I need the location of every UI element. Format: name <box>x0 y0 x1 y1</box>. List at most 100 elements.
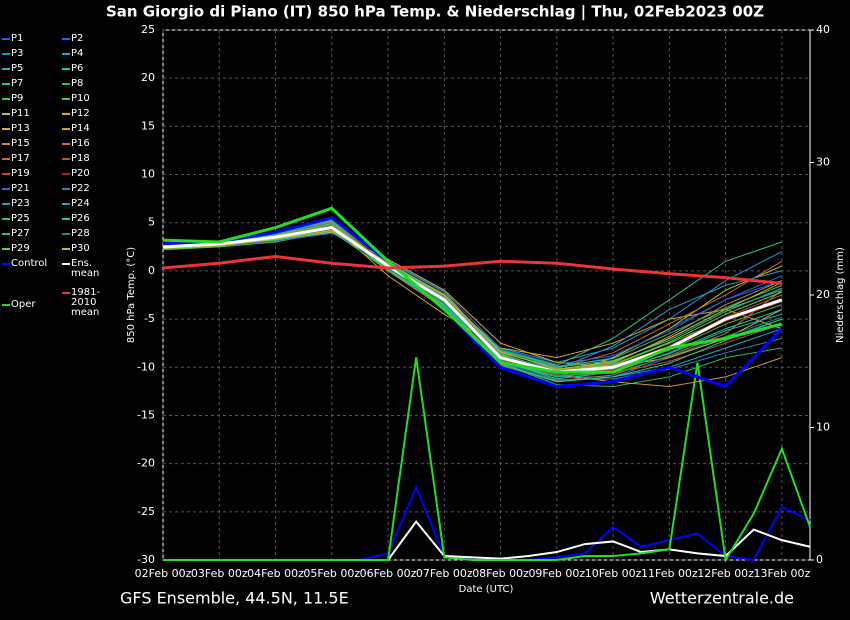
y-tick-label: -5 <box>144 312 155 325</box>
legend-swatch <box>62 292 70 294</box>
legend-label: P28 <box>71 228 90 239</box>
x-axis-label: Date (UTC) <box>459 584 514 595</box>
legend-swatch <box>62 233 70 235</box>
x-tick-label: 10Feb 00z <box>585 567 642 580</box>
y-axis-label: 850 hPa Temp. (°C) <box>126 247 137 343</box>
legend-entry: P12 <box>62 109 120 119</box>
legend-swatch <box>2 53 10 55</box>
legend-swatch <box>62 188 70 190</box>
legend-entry: P17 <box>2 154 60 164</box>
legend-swatch <box>62 158 70 160</box>
legend-swatch <box>2 218 10 220</box>
legend-label: P12 <box>71 108 90 119</box>
legend-entry: P30 <box>62 244 120 254</box>
legend-label: P21 <box>11 183 30 194</box>
legend-swatch <box>2 188 10 190</box>
legend-swatch <box>62 83 70 85</box>
legend-label: P23 <box>11 198 30 209</box>
y2-tick-label: 20 <box>816 288 830 301</box>
legend-swatch <box>2 248 10 250</box>
legend-entry: P8 <box>62 79 120 89</box>
legend-label: P7 <box>11 78 24 89</box>
legend-label: P20 <box>71 168 90 179</box>
y-tick-label: 20 <box>141 71 155 84</box>
legend-swatch <box>2 68 10 70</box>
legend-swatch <box>62 128 70 130</box>
legend-entry: P10 <box>62 94 120 104</box>
legend-entry: 1981-2010 mean <box>62 288 120 318</box>
legend-entry: P15 <box>2 139 60 149</box>
y-tick-label: 5 <box>148 216 155 229</box>
x-tick-label: 03Feb 00z <box>191 567 248 580</box>
legend-label: P10 <box>71 93 90 104</box>
temp-line <box>162 206 783 374</box>
legend-entry: P16 <box>62 139 120 149</box>
legend-entry: P21 <box>2 184 60 194</box>
legend-entry: Control <box>2 259 60 269</box>
legend-entry: P29 <box>2 244 60 254</box>
legend-label: P2 <box>71 33 84 44</box>
y-tick-label: 10 <box>141 168 155 181</box>
legend-label: P11 <box>11 108 30 119</box>
legend-swatch <box>2 173 10 175</box>
legend-swatch <box>2 304 10 306</box>
temp-line <box>162 225 783 374</box>
legend-swatch <box>2 83 10 85</box>
x-tick-label: 13Feb 00z <box>753 567 810 580</box>
legend-swatch <box>2 98 10 100</box>
x-tick-label: 12Feb 00z <box>697 567 754 580</box>
plot-frame <box>162 29 811 561</box>
legend-label: P26 <box>71 213 90 224</box>
legend-entry: P4 <box>62 49 120 59</box>
legend-label: P3 <box>11 48 24 59</box>
legend-entry: P9 <box>2 94 60 104</box>
x-tick-label: 09Feb 00z <box>528 567 585 580</box>
y2-tick-label: 30 <box>816 156 830 169</box>
y2-tick-label: 10 <box>816 421 830 434</box>
legend-entry: P5 <box>2 64 60 74</box>
legend-label: P19 <box>11 168 30 179</box>
legend-swatch <box>62 263 70 265</box>
legend-swatch <box>2 203 10 205</box>
legend-entry: P6 <box>62 64 120 74</box>
legend-swatch <box>2 158 10 160</box>
legend-entry: P14 <box>62 124 120 134</box>
temp-line <box>162 254 783 285</box>
legend-label: Control <box>11 258 48 269</box>
legend-entry: P22 <box>62 184 120 194</box>
legend-swatch <box>62 173 70 175</box>
y-tick-label: -25 <box>137 505 155 518</box>
legend-label: P1 <box>11 33 24 44</box>
y2-tick-label: 0 <box>816 553 823 566</box>
y-tick-label: 25 <box>141 23 155 36</box>
y-tick-label: 15 <box>141 119 155 132</box>
x-tick-label: 08Feb 00z <box>472 567 529 580</box>
y-tick-label: -10 <box>137 360 155 373</box>
legend-swatch <box>62 113 70 115</box>
legend-label: Oper <box>11 299 36 310</box>
legend-label: P18 <box>71 153 90 164</box>
legend-label: P13 <box>11 123 30 134</box>
legend-entry: P3 <box>2 49 60 59</box>
temp-line <box>162 232 783 365</box>
legend-entry: P20 <box>62 169 120 179</box>
x-tick-label: 05Feb 00z <box>303 567 360 580</box>
legend-swatch <box>2 263 10 265</box>
x-tick-label: 02Feb 00z <box>135 567 192 580</box>
y-tick-label: 0 <box>148 264 155 277</box>
y2-axis-label: Niederschlag (mm) <box>835 247 846 343</box>
precip-line <box>163 357 811 563</box>
legend-label: P14 <box>71 123 90 134</box>
legend-label: P16 <box>71 138 90 149</box>
legend-label: P27 <box>11 228 30 239</box>
legend-entry: P11 <box>2 109 60 119</box>
legend-label: P4 <box>71 48 84 59</box>
y-tick-label: -15 <box>137 408 155 421</box>
legend-entry: P19 <box>2 169 60 179</box>
legend-label: P17 <box>11 153 30 164</box>
x-tick-label: 04Feb 00z <box>247 567 304 580</box>
legend-label: 1981-2010 mean <box>71 287 101 318</box>
legend-swatch <box>2 233 10 235</box>
